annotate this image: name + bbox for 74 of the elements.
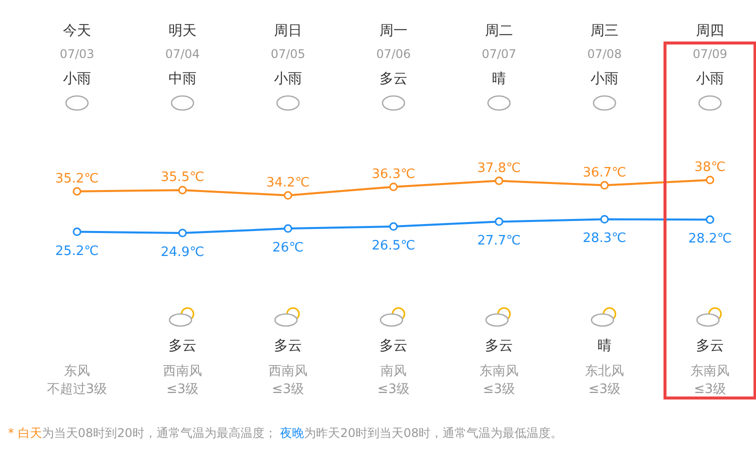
data-label: 28.2℃ (688, 232, 732, 247)
text: ≤3级 (166, 382, 199, 397)
text: 07/06 (376, 47, 411, 61)
text: 为昨天20时到当天08时，通常气温为最低温度。 (304, 426, 563, 440)
data-label: 28.3℃ (582, 231, 626, 246)
text: ≤3级 (588, 382, 621, 397)
x-tick-label: 今天 (63, 23, 91, 39)
data-label: 34.2℃ (266, 175, 310, 190)
data-label: 38℃ (694, 160, 726, 175)
text: 小雨 (696, 71, 724, 87)
text: 07/04 (165, 47, 200, 61)
text: ≤3级 (377, 382, 410, 397)
point (178, 186, 187, 194)
point (600, 181, 609, 190)
text: 白天 (18, 426, 42, 440)
text: ≤3级 (272, 382, 304, 397)
text: 07/09 (692, 47, 728, 61)
x-tick-label: 周三 (590, 23, 618, 39)
data-label: 26℃ (272, 240, 304, 256)
text: 西南风 (268, 364, 308, 379)
text: 不超过3级 (46, 382, 108, 397)
text: 07/08 (587, 47, 622, 61)
text: 西南风 (163, 364, 202, 379)
text: 多云 (696, 338, 724, 354)
data-label: 26.5℃ (372, 238, 416, 254)
point (389, 182, 398, 192)
data-label: 27.7℃ (477, 234, 521, 249)
text: 多云 (274, 338, 302, 354)
text: 夜晚 (276, 426, 304, 440)
point (494, 176, 504, 186)
point (706, 176, 714, 184)
x-tick-label: 周一 (380, 23, 408, 39)
text: 07/05 (270, 47, 306, 61)
text: 晴 (492, 71, 506, 87)
data-label: 24.9℃ (160, 245, 204, 260)
data-label: 36.3℃ (372, 166, 416, 182)
point (494, 217, 504, 226)
text: 07/07 (482, 47, 516, 61)
point (72, 187, 82, 196)
text: 南风 (380, 364, 406, 379)
text: 中雨 (168, 71, 196, 87)
point (600, 214, 609, 224)
point (178, 228, 187, 238)
text: 小雨 (590, 71, 618, 87)
text: 东南风 (690, 364, 730, 379)
text: 东北风 (585, 364, 624, 379)
point (284, 224, 292, 233)
x-tick-label: 周日 (274, 23, 302, 39)
point (389, 222, 398, 231)
text: 多云 (168, 338, 196, 354)
text: 东南风 (480, 364, 518, 379)
text: 小雨 (63, 71, 91, 87)
data-label: 36.7℃ (582, 165, 626, 180)
data-label: 25.2℃ (55, 244, 99, 259)
text: 东风 (64, 364, 90, 379)
text: 多云 (380, 71, 408, 87)
text: ≤3级 (694, 382, 726, 397)
point (72, 228, 82, 236)
text: 多云 (485, 338, 513, 354)
data-label: 37.8℃ (477, 160, 521, 176)
text: 为当天08时到20时，通常气温为最高温度； (42, 426, 276, 440)
text: 多云 (380, 338, 408, 354)
point (706, 215, 714, 224)
point (284, 191, 292, 200)
text: 07/03 (60, 47, 94, 61)
text: ≤3级 (482, 382, 516, 397)
text: 晴 (598, 338, 612, 354)
x-tick-label: 明天 (168, 23, 196, 39)
x-tick-label: 周二 (485, 23, 513, 39)
data-label: 35.2℃ (55, 171, 99, 186)
data-label: 35.5℃ (160, 170, 204, 186)
text: * (8, 426, 18, 440)
x-tick-label: 周四 (696, 23, 724, 39)
text: 小雨 (274, 71, 302, 87)
